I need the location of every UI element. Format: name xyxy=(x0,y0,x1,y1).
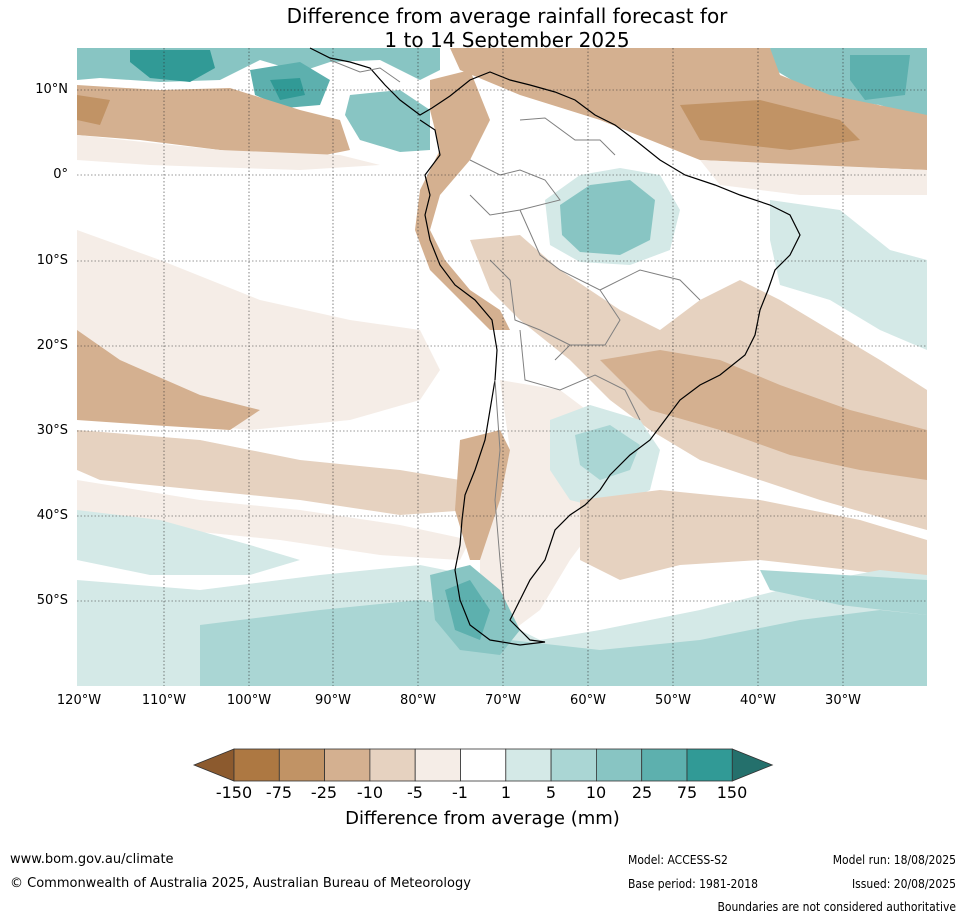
footer-model-run: Model run: 18/08/2025 xyxy=(832,853,956,867)
colorbar-swatch xyxy=(369,748,416,782)
brown-band-equatorial-pacific xyxy=(77,85,350,160)
teal-band-south-atlantic xyxy=(760,570,927,615)
colorbar-tick-label: 25 xyxy=(631,783,653,802)
lon-label-70w: 70°W xyxy=(485,693,521,708)
teal-region-panama-core xyxy=(270,78,305,100)
light-brown-atlantic xyxy=(700,160,927,195)
colorbar-swatch xyxy=(233,748,280,782)
brown-band-south-pacific-left xyxy=(77,330,260,430)
lon-label-110w: 110°W xyxy=(141,693,187,708)
colorbar-swatch xyxy=(550,748,597,782)
brown-band-south-pacific xyxy=(77,430,470,515)
colorbar-swatch xyxy=(596,748,643,782)
lat-label-40s: 40°S xyxy=(36,508,68,523)
colorbar-tick-label: 10 xyxy=(585,783,607,802)
teal-region-north-pacific-core xyxy=(130,50,215,82)
colorbar-extend-high xyxy=(731,748,774,782)
map-fill-layer xyxy=(77,48,927,686)
light-brown-south-pacific-lower xyxy=(77,480,470,560)
teal-band-southern-ocean-mid xyxy=(200,600,927,686)
teal-region-amazon xyxy=(560,180,655,255)
lon-label-30w: 30°W xyxy=(825,693,861,708)
country-borders xyxy=(329,59,701,611)
colorbar-swatch xyxy=(324,748,371,782)
footer-model: Model: ACCESS-S2 xyxy=(628,853,728,867)
colorbar-swatch xyxy=(278,748,325,782)
lon-label-40w: 40°W xyxy=(740,693,776,708)
coastline-south-america xyxy=(309,47,801,646)
lat-label-20s: 20°S xyxy=(36,338,68,353)
brown-region-south-atlantic xyxy=(580,490,927,580)
colorbar-swatch xyxy=(414,748,461,782)
lat-label-0: 0° xyxy=(53,167,68,182)
colorbar xyxy=(192,748,774,782)
colorbar-tick-label: -25 xyxy=(310,783,338,802)
teal-region-caribbean-west xyxy=(345,90,430,152)
lon-label-60w: 60°W xyxy=(570,693,606,708)
lon-label-90w: 90°W xyxy=(315,693,351,708)
colorbar-swatch xyxy=(686,748,733,782)
colorbar-tick-label: 5 xyxy=(545,783,557,802)
lat-label-10n: 10°N xyxy=(35,82,68,97)
brown-core-central-sa xyxy=(600,350,927,480)
colorbar-tick-label: -5 xyxy=(407,783,423,802)
lon-label-120w: 120°W xyxy=(56,693,102,708)
footer-base-period: Base period: 1981-2018 xyxy=(628,877,759,891)
colorbar-extend-low xyxy=(192,748,235,782)
footer-issued: Issued: 20/08/2025 xyxy=(851,877,956,891)
teal-region-cape-horn-core xyxy=(445,580,490,640)
colorbar-swatch xyxy=(505,748,552,782)
colorbar-title: Difference from average (mm) xyxy=(345,808,620,829)
colorbar-tick-label: -10 xyxy=(356,783,384,802)
lon-label-50w: 50°W xyxy=(655,693,691,708)
colorbar-tick-label: -75 xyxy=(265,783,293,802)
brown-core-tropical-atlantic xyxy=(680,100,860,150)
lat-label-30s: 30°S xyxy=(36,423,68,438)
teal-band-southern-ocean-west xyxy=(77,510,300,575)
lon-label-80w: 80°W xyxy=(400,693,436,708)
colorbar-tick-label: 75 xyxy=(676,783,698,802)
brown-strip-andes-north xyxy=(415,70,510,330)
footer-copyright: © Commonwealth of Australia 2025, Austra… xyxy=(10,876,471,891)
footer-disclaimer: Boundaries are not considered authoritat… xyxy=(717,900,956,914)
brown-core-equatorial-pacific xyxy=(77,95,110,125)
teal-region-east-brazil xyxy=(770,200,927,350)
teal-region-rio-de-la-plata-core xyxy=(575,425,640,480)
colorbar-tick-label: 1 xyxy=(500,783,512,802)
lat-label-10s: 10°S xyxy=(36,253,68,268)
colorbar-swatch xyxy=(460,748,507,782)
title-line-1: Difference from average rainfall forecas… xyxy=(286,4,728,28)
graticule xyxy=(77,48,927,686)
colorbar-swatch xyxy=(641,748,688,782)
brown-band-light-north xyxy=(77,135,380,170)
teal-region-north-atlantic-core xyxy=(850,55,910,100)
colorbar-tick-label: 150 xyxy=(716,783,748,802)
footer-url[interactable]: www.bom.gov.au/climate xyxy=(10,852,174,867)
light-brown-south-pacific xyxy=(77,230,440,430)
colorbar-tick-label: -1 xyxy=(452,783,468,802)
colorbar-tick-label: -150 xyxy=(215,783,253,802)
lat-label-50s: 50°S xyxy=(36,593,68,608)
lon-label-100w: 100°W xyxy=(226,693,272,708)
chart-title: Difference from average rainfall forecas… xyxy=(0,4,965,52)
